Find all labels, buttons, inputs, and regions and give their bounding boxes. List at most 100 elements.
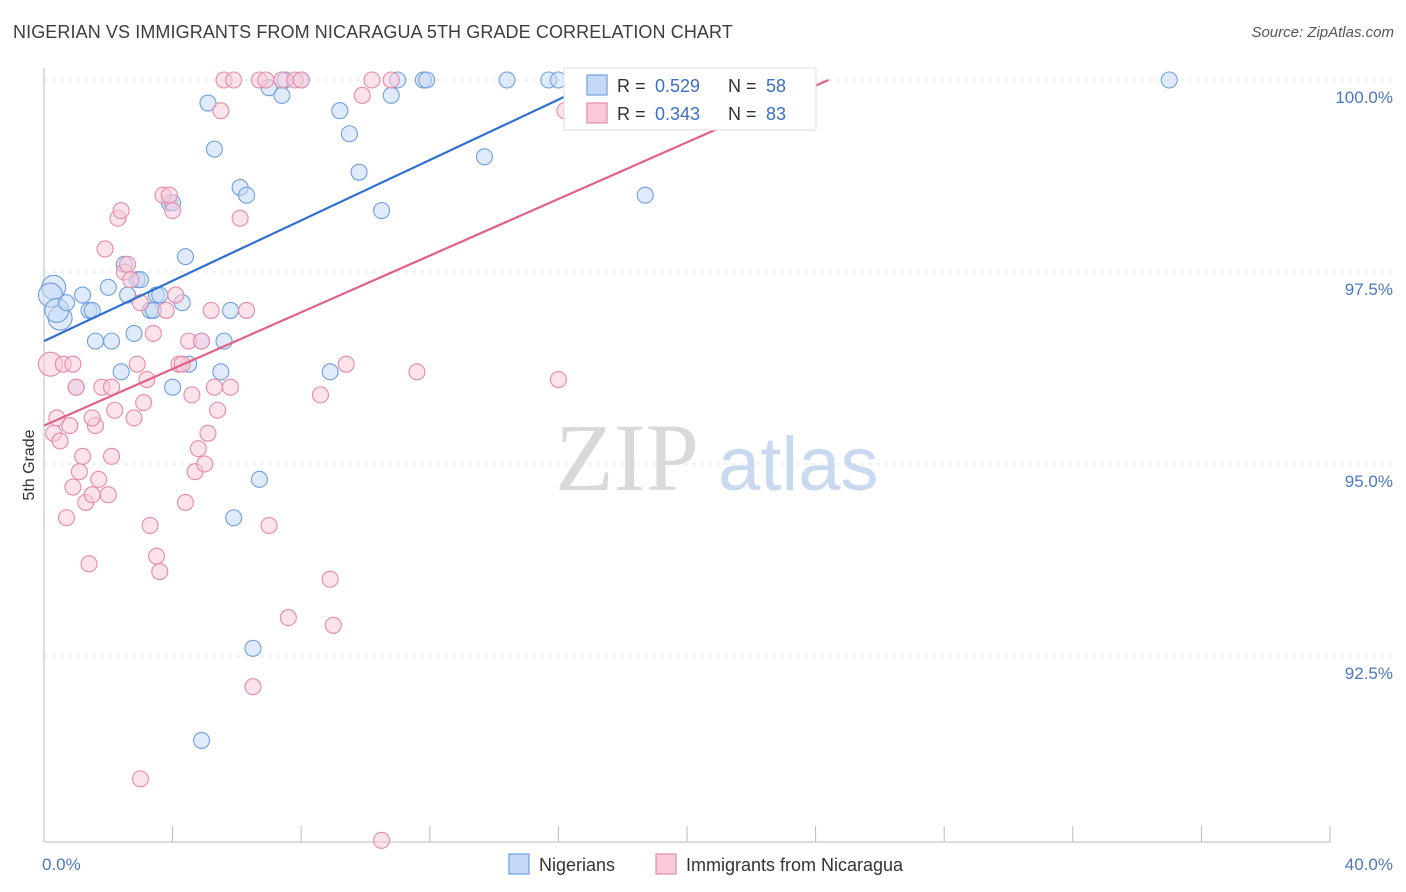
point-nicaragua-25 [122, 271, 140, 289]
x-tick-label-0: 0.0% [42, 855, 81, 874]
point-nicaragua-27 [128, 355, 146, 373]
point-nigerians-9 [99, 278, 117, 296]
point-nicaragua-61 [257, 71, 275, 89]
point-nigerians-13 [125, 324, 143, 342]
point-nigerians-29 [205, 140, 223, 158]
point-nicaragua-15 [90, 470, 108, 488]
stats-legend: R = 0.529 N = 58 R = 0.343 N = 83 [563, 67, 817, 131]
point-nicaragua-74 [382, 71, 400, 89]
point-nigerians-8 [86, 332, 104, 350]
point-nicaragua-55 [221, 378, 240, 396]
legend-r-value-0: 0.529 [655, 76, 700, 96]
legend-n-value-1: 83 [766, 104, 786, 124]
legend-label-nigerians: Nigerians [539, 855, 615, 875]
axes [43, 68, 1331, 843]
legend-swatch-nicaragua [586, 102, 608, 124]
point-nicaragua-76 [549, 370, 567, 389]
point-nicaragua-37 [160, 186, 178, 204]
point-nigerians-57 [1160, 71, 1178, 89]
legend-swatch-nigerians [586, 74, 608, 96]
point-nicaragua-67 [311, 386, 330, 404]
point-nigerians-33 [225, 509, 243, 527]
point-nicaragua-39 [167, 286, 185, 304]
point-nigerians-45 [350, 163, 368, 181]
y-tick-label-2: 95.0% [1345, 472, 1393, 491]
y-tick-label-0: 100.0% [1335, 88, 1393, 107]
point-nigerians-52 [498, 71, 516, 89]
point-nicaragua-59 [244, 678, 262, 696]
point-nigerians-42 [321, 363, 339, 381]
point-nicaragua-62 [260, 516, 278, 534]
point-nicaragua-44 [183, 386, 201, 404]
point-nigerians-36 [244, 639, 262, 657]
legend-r-label-1: R = [617, 104, 646, 124]
legend-swatch-bottom-nigerians [508, 853, 530, 875]
point-nicaragua-26 [125, 409, 143, 427]
point-nicaragua-69 [324, 616, 342, 634]
watermark-atlas: atlas [718, 422, 879, 507]
point-nicaragua-5 [57, 509, 76, 527]
y-tick-label-1: 97.5% [1345, 280, 1393, 299]
trend-line-nicaragua [43, 78, 829, 427]
x-tick-label-1: 40.0% [1345, 855, 1393, 874]
point-nicaragua-34 [151, 562, 169, 581]
point-nicaragua-3 [51, 432, 69, 450]
grid-lines [44, 79, 1394, 657]
point-nicaragua-80 [83, 409, 101, 427]
point-nicaragua-82 [64, 355, 82, 373]
trend-line-nigerians [43, 79, 601, 343]
point-nicaragua-75 [408, 363, 426, 381]
point-nicaragua-17 [96, 240, 114, 258]
point-nicaragua-19 [102, 447, 121, 465]
point-nicaragua-73 [373, 831, 391, 849]
point-nicaragua-18 [99, 486, 117, 504]
point-nicaragua-71 [353, 86, 371, 104]
y-tick-label-3: 92.5% [1345, 664, 1393, 683]
point-nigerians-43 [331, 102, 349, 120]
point-nicaragua-36 [157, 301, 175, 319]
point-nicaragua-46 [189, 440, 207, 458]
point-nigerians-55 [636, 186, 654, 204]
point-nicaragua-57 [231, 209, 249, 227]
point-nicaragua-8 [67, 378, 85, 396]
watermark-zip: ZIP [555, 404, 699, 511]
point-nigerians-32 [221, 301, 240, 319]
point-nicaragua-13 [83, 486, 101, 504]
tick-labels: 100.0% 97.5% 95.0% 92.5% 0.0% 40.0% [42, 88, 1393, 874]
point-nigerians-44 [340, 125, 358, 143]
point-nicaragua-33 [147, 547, 166, 565]
point-nicaragua-49 [199, 424, 217, 442]
point-nicaragua-31 [141, 516, 159, 534]
point-nicaragua-29 [135, 394, 153, 412]
point-nicaragua-32 [144, 324, 162, 342]
point-nigerians-23 [164, 378, 182, 396]
point-nicaragua-38 [164, 202, 182, 220]
y-axis-label: 5th Grade [21, 429, 38, 500]
point-nicaragua-47 [192, 332, 211, 350]
point-nigerians-39 [273, 86, 291, 104]
point-nigerians-5 [74, 286, 92, 304]
point-nicaragua-42 [176, 493, 195, 511]
point-nicaragua-48 [196, 455, 214, 473]
legend-r-value-1: 0.343 [655, 104, 700, 124]
watermark: ZIP atlas [555, 404, 879, 511]
point-nicaragua-56 [225, 71, 243, 89]
point-nicaragua-68 [321, 570, 339, 588]
trend-lines [43, 78, 829, 427]
point-nigerians-30 [212, 363, 230, 381]
point-nicaragua-10 [74, 447, 92, 465]
point-nicaragua-72 [363, 71, 381, 89]
point-nicaragua-22 [112, 202, 130, 220]
point-nicaragua-64 [279, 609, 297, 627]
series-legend: Nigerians Immigrants from Nicaragua [508, 853, 904, 875]
point-nigerians-37 [250, 470, 268, 488]
point-nicaragua-51 [205, 378, 223, 396]
point-nigerians-47 [382, 86, 400, 104]
point-nigerians-51 [475, 148, 494, 166]
point-nicaragua-66 [292, 71, 310, 89]
point-nicaragua-9 [70, 463, 88, 481]
point-nicaragua-70 [337, 355, 355, 373]
point-nigerians-10 [102, 332, 121, 350]
point-nigerians-58 [192, 731, 211, 750]
point-nicaragua-79 [131, 770, 149, 788]
